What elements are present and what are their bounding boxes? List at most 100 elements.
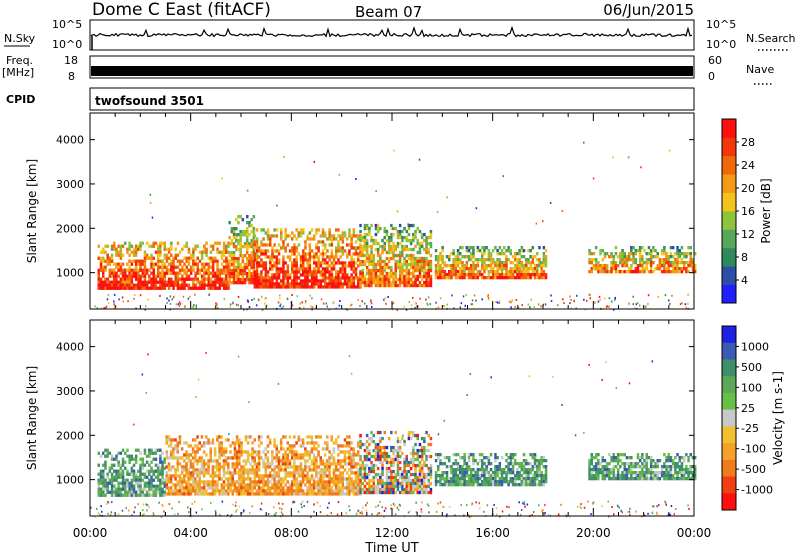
power-echo-cell bbox=[638, 246, 642, 250]
velocity-echo-cell bbox=[394, 472, 397, 477]
power-echo-cell bbox=[284, 270, 287, 274]
power-echo-cell bbox=[211, 259, 215, 263]
power-echo-cell bbox=[194, 262, 197, 266]
power-echo-cell bbox=[494, 246, 497, 250]
velocity-echo-cell bbox=[128, 457, 131, 461]
velocity-echo-cell bbox=[319, 456, 322, 460]
velocity-echo-cell bbox=[365, 481, 369, 486]
velocity-echo-cell bbox=[418, 460, 422, 465]
power-noise-cell bbox=[195, 306, 197, 309]
velocity-echo-cell bbox=[207, 483, 210, 487]
power-echo-cell bbox=[246, 251, 249, 255]
velocity-echo-cell bbox=[104, 481, 107, 485]
power-echo-cell bbox=[222, 244, 226, 248]
power-echo-cell bbox=[687, 246, 690, 250]
power-echo-cell bbox=[496, 273, 499, 277]
power-echo-cell bbox=[141, 283, 144, 287]
power-echo-cell bbox=[119, 247, 123, 251]
power-echo-cell bbox=[337, 279, 340, 283]
velocity-echo-cell bbox=[405, 463, 408, 468]
power-echo-cell bbox=[239, 230, 242, 234]
velocity-echo-cell bbox=[180, 471, 184, 475]
velocity-echo-cell bbox=[481, 483, 484, 487]
power-echo-cell bbox=[448, 270, 451, 274]
power-colorbar-tick-label: 20 bbox=[741, 182, 755, 195]
power-echo-cell bbox=[275, 270, 279, 274]
power-echo-cell bbox=[494, 270, 497, 274]
velocity-echo-cell bbox=[374, 445, 378, 450]
velocity-echo-cell bbox=[143, 487, 147, 491]
velocity-echo-cell bbox=[156, 490, 160, 494]
velocity-echo-cell bbox=[211, 486, 215, 490]
power-echo-cell bbox=[392, 241, 395, 246]
velocity-echo-cell bbox=[257, 489, 261, 493]
power-sparse-cell bbox=[407, 223, 409, 226]
power-echo-cell bbox=[250, 278, 253, 282]
power-echo-cell bbox=[106, 256, 109, 260]
velocity-echo-cell bbox=[394, 478, 397, 483]
velocity-echo-cell bbox=[213, 483, 217, 487]
velocity-echo-cell bbox=[102, 478, 105, 482]
power-echo-cell bbox=[531, 267, 535, 271]
power-echo-cell bbox=[163, 247, 166, 251]
power-echo-cell bbox=[359, 262, 362, 267]
power-sparse-cell bbox=[668, 149, 671, 152]
velocity-echo-cell bbox=[106, 487, 109, 491]
power-echo-cell bbox=[264, 279, 268, 283]
power-echo-cell bbox=[205, 262, 208, 266]
power-echo-cell bbox=[500, 264, 504, 268]
velocity-echo-cell bbox=[368, 451, 371, 456]
velocity-echo-cell bbox=[301, 456, 305, 460]
power-echo-cell bbox=[401, 238, 404, 243]
power-echo-cell bbox=[403, 262, 406, 267]
power-echo-cell bbox=[357, 282, 360, 286]
velocity-echo-cell bbox=[266, 489, 270, 493]
power-noise-cell bbox=[291, 304, 294, 307]
velocity-echo-cell bbox=[141, 478, 144, 482]
power-noise-cell bbox=[187, 297, 190, 300]
power-echo-cell bbox=[350, 264, 353, 268]
power-echo-cell bbox=[407, 226, 411, 231]
power-echo-cell bbox=[159, 277, 162, 281]
velocity-echo-cell bbox=[202, 450, 206, 454]
velocity-echo-cell bbox=[405, 472, 408, 477]
velocity-echo-cell bbox=[202, 480, 206, 484]
velocity-echo-cell bbox=[126, 478, 129, 482]
power-echo-cell bbox=[308, 252, 312, 256]
velocity-echo-cell bbox=[200, 492, 204, 496]
power-echo-cell bbox=[248, 254, 251, 258]
power-echo-cell bbox=[476, 258, 480, 262]
velocity-echo-cell bbox=[209, 447, 212, 451]
power-echo-cell bbox=[341, 276, 345, 280]
velocity-echo-cell bbox=[238, 474, 241, 478]
velocity-echo-cell bbox=[224, 450, 228, 454]
power-echo-cell bbox=[222, 265, 226, 269]
power-echo-cell bbox=[456, 264, 460, 268]
power-echo-cell bbox=[211, 262, 215, 266]
velocity-echo-cell bbox=[102, 484, 105, 488]
power-echo-cell bbox=[145, 256, 149, 260]
velocity-echo-cell bbox=[470, 474, 473, 478]
power-noise-cell bbox=[496, 301, 498, 304]
power-echo-cell bbox=[592, 264, 596, 268]
velocity-echo-cell bbox=[396, 463, 400, 468]
power-echo-cell bbox=[220, 283, 224, 287]
velocity-echo-cell bbox=[348, 468, 351, 472]
power-echo-cell bbox=[509, 261, 513, 265]
power-echo-cell bbox=[97, 277, 100, 281]
power-echo-cell bbox=[337, 276, 340, 280]
power-echo-cell bbox=[313, 282, 316, 286]
velocity-echo-cell bbox=[216, 438, 219, 442]
power-echo-cell bbox=[198, 268, 202, 272]
power-echo-cell bbox=[225, 277, 228, 281]
power-echo-cell bbox=[228, 281, 231, 285]
power-echo-cell bbox=[230, 242, 234, 246]
velocity-echo-cell bbox=[284, 477, 287, 481]
power-echo-cell bbox=[337, 240, 340, 244]
power-echo-cell bbox=[302, 258, 305, 262]
power-echo-cell bbox=[674, 261, 677, 265]
power-echo-cell bbox=[597, 261, 600, 265]
power-echo-cell bbox=[250, 260, 253, 264]
velocity-echo-cell bbox=[121, 484, 125, 488]
